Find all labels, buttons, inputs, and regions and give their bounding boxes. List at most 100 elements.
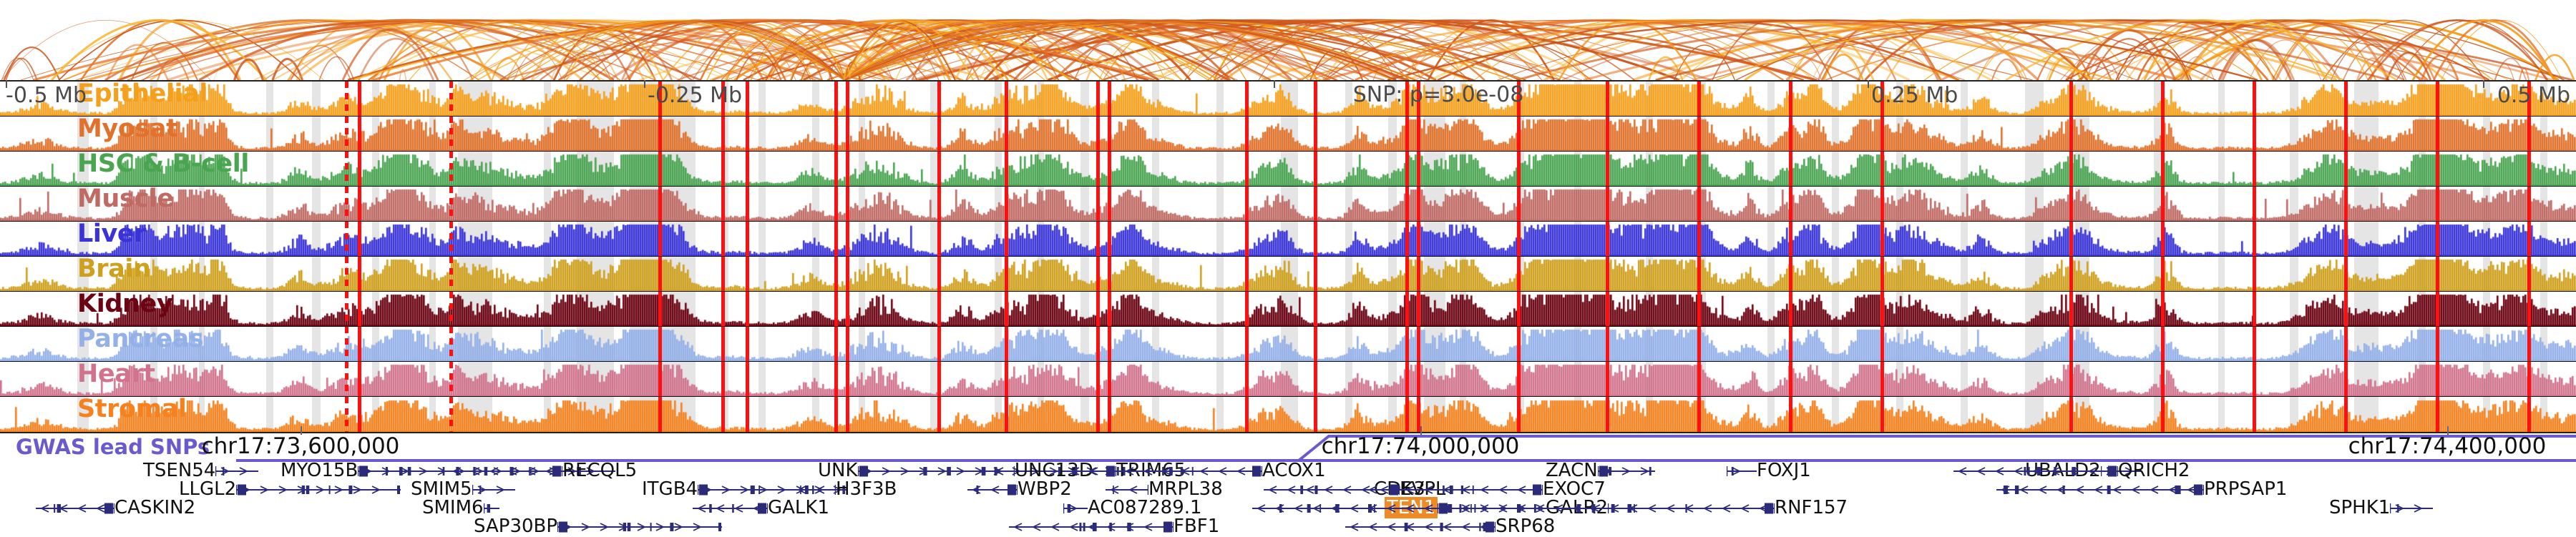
gene-model-body — [1727, 464, 1757, 478]
gene-body — [1063, 503, 1088, 513]
gene-name-label: LLGL2 — [179, 478, 237, 500]
signal-track-stack: Epithelial Myosat HSC & B-cell Muscle Liver B… — [0, 80, 2576, 433]
gene-name-label: ZACN — [1546, 460, 1598, 481]
gene-model-body — [693, 501, 768, 516]
gene-llgl2[interactable]: LLGL2 — [179, 478, 401, 500]
coordinate-tick — [1420, 426, 1422, 435]
gene-acox1[interactable]: ACOX1 — [1083, 460, 1326, 481]
signal-histogram — [0, 362, 2576, 396]
gene-name-label: MYO15B — [280, 460, 358, 481]
gwas-lead-snp-connector-row: GWAS lead SNPs — [0, 432, 2576, 465]
signal-histogram — [0, 187, 2576, 221]
gene-tsen54[interactable]: TSEN54 — [143, 461, 259, 480]
gene-sphk1[interactable]: SPHK1 — [2329, 498, 2434, 517]
gene-srp68[interactable]: SRP68 — [1345, 517, 1555, 536]
gene-exoc7[interactable]: EXOC7 — [1364, 478, 1606, 500]
gene-body — [1252, 503, 1775, 513]
arc-svg — [1, 19, 2575, 80]
gene-name-label: SMIM6 — [422, 497, 484, 518]
gene-body — [793, 484, 836, 495]
gene-name-label: AC087289.1 — [1088, 497, 1202, 518]
gene-caskin2[interactable]: CASKIN2 — [36, 497, 196, 518]
gene-model-body — [1009, 520, 1174, 534]
gene-name-label: FOXJ1 — [1757, 460, 1811, 481]
gene-body — [1727, 465, 1757, 476]
gene-model-body — [448, 464, 562, 478]
gene-model-body — [1364, 483, 1543, 497]
gene-ac087289-1[interactable]: AC087289.1 — [1063, 497, 1202, 518]
gene-name-label: QRICH2 — [2118, 460, 2190, 481]
signal-histogram — [0, 292, 2576, 326]
gene-prpsap1[interactable]: PRPSAP1 — [1996, 478, 2288, 500]
gene-recql5[interactable]: RECQL5 — [448, 460, 638, 481]
gene-model-body — [1996, 483, 2204, 497]
gene-name-label: FBF1 — [1174, 516, 1220, 537]
gene-body — [215, 465, 259, 476]
signal-track-liver: Liver — [0, 222, 2576, 257]
gene-body — [472, 484, 515, 495]
gene-name-label: PRPSAP1 — [2204, 478, 2288, 500]
gene-foxj1[interactable]: FOXJ1 — [1727, 460, 1811, 481]
signal-track-heart: Heart — [0, 362, 2576, 397]
gene-model-body — [990, 464, 1015, 478]
gene-name-label: SAP30BP — [474, 516, 558, 537]
genomic-coordinate-label: chr17:73,600,000 — [201, 433, 400, 459]
signal-histogram — [0, 152, 2576, 186]
gene-model-body — [1106, 483, 1148, 497]
signal-track-kidney: Kidney — [0, 292, 2576, 327]
gene-name-label: UNK — [818, 460, 858, 481]
gene-model-body — [1597, 464, 1655, 478]
gene-model-body — [472, 483, 515, 497]
gene-sap30bp[interactable]: SAP30BP — [474, 516, 723, 537]
coordinate-tick — [301, 426, 302, 435]
gene-body — [990, 465, 1015, 476]
gwas-lead-snps-label: GWAS lead SNPs — [16, 435, 210, 459]
signal-histogram — [0, 397, 2576, 432]
gene-model-body — [483, 501, 499, 516]
gene-qrich2[interactable]: QRICH2 — [1953, 460, 2190, 481]
gene-body — [236, 484, 401, 495]
gene-model-body — [1063, 501, 1088, 516]
gene-mrpl38[interactable]: MRPL38 — [1106, 478, 1223, 500]
genomic-coordinate-label: chr17:74,000,000 — [1321, 433, 1520, 459]
gene-name-label: ACOX1 — [1262, 460, 1326, 481]
gene-model-body — [1252, 501, 1775, 516]
signal-track-pancreas: Pancreas — [0, 327, 2576, 362]
signal-histogram — [0, 82, 2576, 116]
gene-name-label: GALK1 — [768, 497, 830, 518]
gene-body — [1364, 484, 1543, 495]
genomic-coordinate-label: chr17:74,400,000 — [2348, 433, 2547, 459]
signal-track-epithelial: Epithelial — [0, 82, 2576, 117]
gene-body — [1597, 465, 1655, 476]
gene-name-label: RECQL5 — [562, 460, 638, 481]
gene-smim5[interactable]: SMIM5 — [411, 480, 515, 498]
gene-rnf157[interactable]: RNF157 — [1252, 498, 1848, 517]
gene-body — [1083, 465, 1262, 476]
gene-name-label: CASKIN2 — [114, 497, 196, 518]
gene-body — [967, 484, 1018, 495]
gene-name-label: MRPL38 — [1148, 478, 1223, 500]
gwas-connector-svg — [236, 435, 2576, 462]
gene-body — [693, 503, 768, 513]
gene-body — [1953, 465, 2118, 476]
gene-zacn[interactable]: ZACN — [1546, 460, 1655, 481]
gene-body — [1996, 484, 2204, 495]
gene-name-label: ITGB4 — [642, 478, 698, 500]
gene-body — [1009, 521, 1174, 532]
gene-name-label: WBP2 — [1018, 478, 1072, 500]
gene-h3f3b[interactable]: H3F3B — [793, 478, 897, 500]
gene-name-label: H3F3B — [836, 478, 897, 500]
gene-model-body — [1953, 464, 2118, 478]
gene-galk1[interactable]: GALK1 — [693, 497, 830, 518]
gene-body — [557, 521, 723, 532]
signal-histogram — [0, 327, 2576, 361]
gene-body — [1345, 521, 1496, 532]
gene-model-body — [36, 501, 114, 516]
gene-name-label: EXOC7 — [1543, 478, 1606, 500]
gene-fbf1[interactable]: FBF1 — [1009, 516, 1220, 537]
gene-model-body — [1345, 520, 1496, 534]
gene-wbp2[interactable]: WBP2 — [967, 478, 1072, 500]
gene-model-body — [1083, 464, 1262, 478]
gene-smim6[interactable]: SMIM6 — [422, 497, 499, 518]
signal-track-brain: Brain — [0, 257, 2576, 292]
